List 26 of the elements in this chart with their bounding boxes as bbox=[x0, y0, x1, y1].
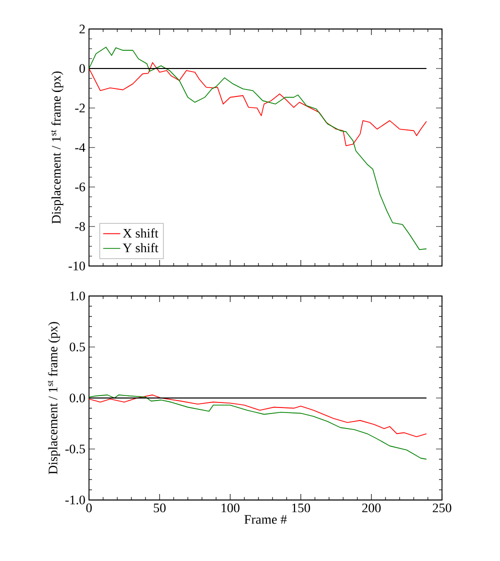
y-tick-label: -10 bbox=[68, 262, 85, 270]
line-series bbox=[88, 62, 427, 146]
y-tick-label: 0.5 bbox=[70, 342, 85, 352]
y-tick-label: 1.0 bbox=[70, 292, 85, 300]
y-tick-label: 0.0 bbox=[70, 394, 85, 402]
legend-label: Y shift bbox=[122, 243, 158, 252]
x-tick-label: 200 bbox=[362, 504, 381, 512]
y-tick-label: 0 bbox=[79, 64, 85, 73]
x-tick-label: 50 bbox=[154, 504, 166, 512]
y-tick-label: -1.0 bbox=[65, 496, 85, 504]
x-tick-label: 0 bbox=[86, 504, 92, 512]
x-tick-label: 150 bbox=[292, 504, 310, 512]
y-tick-label: -4 bbox=[75, 143, 86, 152]
line-series bbox=[88, 394, 427, 460]
y-tick-label: -0.5 bbox=[65, 444, 85, 454]
legend-label: X shift bbox=[122, 228, 158, 238]
y-tick-label: 2 bbox=[80, 24, 85, 34]
y-axis-title: Displacement / 1$^{st}$ frame (px) bbox=[48, 322, 60, 474]
x-tick-label: 100 bbox=[222, 504, 240, 512]
y-tick-label: -8 bbox=[75, 222, 85, 231]
y-axis-title: Displacement / 1$^{st}$ frame (px) bbox=[51, 71, 64, 224]
x-axis-title: Frame # bbox=[244, 515, 287, 524]
y-tick-label: -6 bbox=[75, 182, 86, 192]
x-tick-label: 250 bbox=[432, 504, 452, 512]
y-tick-label: -2 bbox=[75, 104, 85, 112]
line-series bbox=[88, 394, 427, 438]
